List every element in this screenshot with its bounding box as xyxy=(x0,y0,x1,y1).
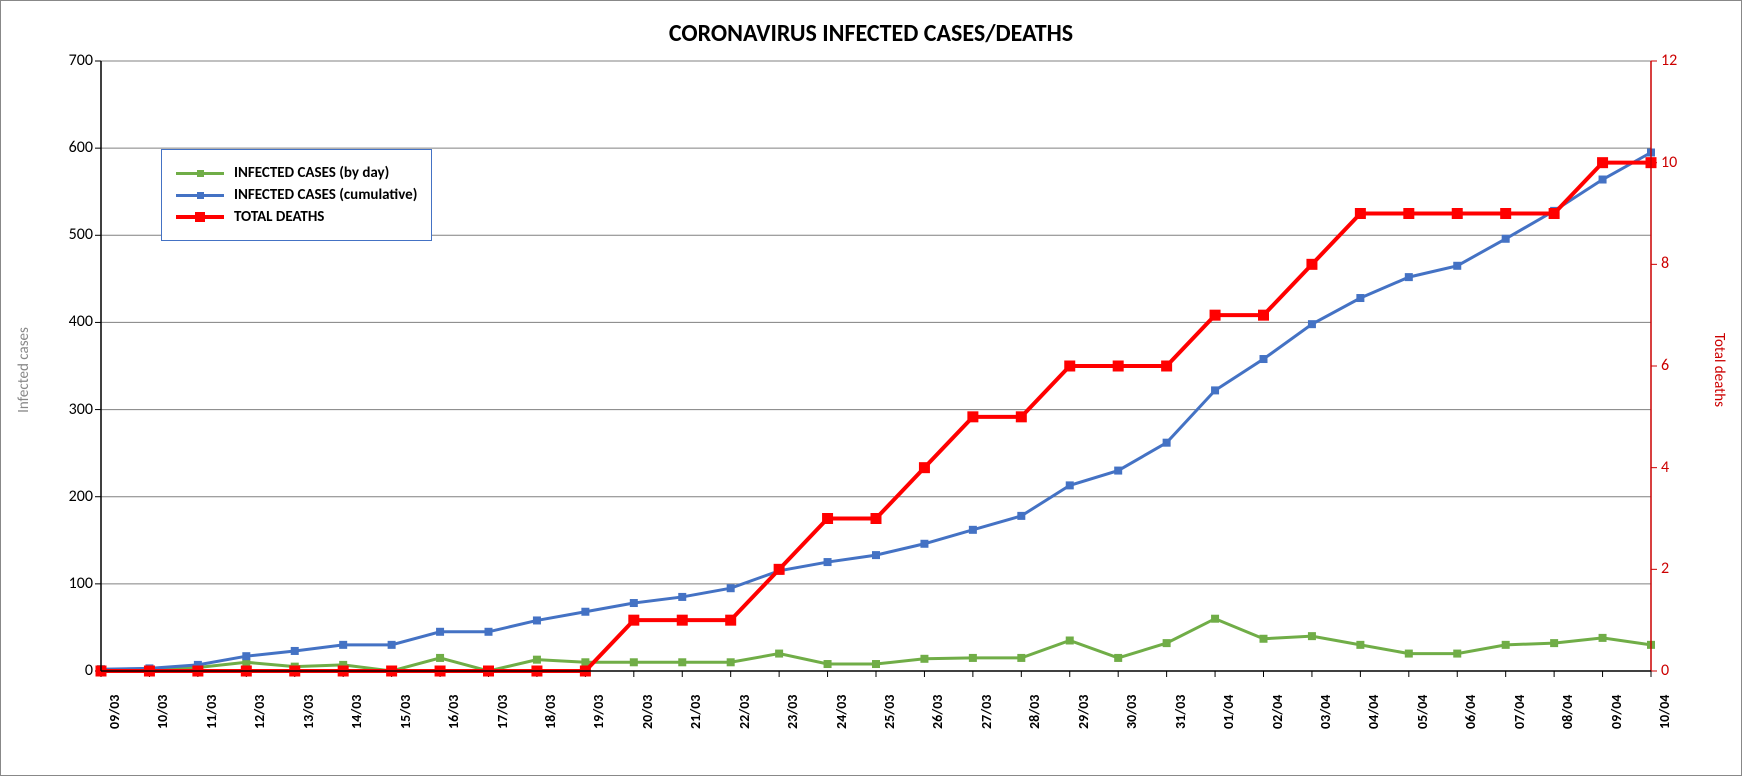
legend: INFECTED CASES (by day) INFECTED CASES (c… xyxy=(161,149,432,241)
x-axis-tick: 16/03 xyxy=(445,695,462,729)
x-axis-tick: 09/03 xyxy=(106,695,123,729)
legend-item: INFECTED CASES (cumulative) xyxy=(176,186,417,204)
right-axis-tick: 10 xyxy=(1661,153,1701,172)
x-axis-tick: 08/04 xyxy=(1559,695,1576,729)
legend-item: INFECTED CASES (by day) xyxy=(176,164,417,182)
x-axis-tick: 19/03 xyxy=(590,695,607,729)
x-axis-tick: 12/03 xyxy=(251,695,268,729)
right-axis-tick: 12 xyxy=(1661,51,1701,70)
x-axis-tick: 05/04 xyxy=(1414,695,1431,729)
x-axis-tick: 15/03 xyxy=(397,695,414,729)
x-axis-tick: 18/03 xyxy=(542,695,559,729)
right-axis-tick: 6 xyxy=(1661,356,1701,375)
x-axis-tick: 04/04 xyxy=(1365,695,1382,729)
x-axis-tick: 09/04 xyxy=(1608,695,1625,729)
x-axis-tick: 10/04 xyxy=(1656,695,1673,729)
right-axis-tick: 4 xyxy=(1661,458,1701,477)
legend-swatch xyxy=(176,188,224,202)
legend-label: INFECTED CASES (cumulative) xyxy=(234,186,417,204)
legend-label: TOTAL DEATHS xyxy=(234,208,324,226)
right-axis-tick: 0 xyxy=(1661,661,1701,680)
x-axis-tick: 11/03 xyxy=(203,695,220,729)
x-axis-tick: 21/03 xyxy=(687,695,704,729)
chart-svg xyxy=(1,1,1742,777)
x-axis-tick: 26/03 xyxy=(929,695,946,729)
x-axis-tick: 27/03 xyxy=(978,695,995,729)
x-axis-tick: 17/03 xyxy=(494,695,511,729)
left-axis-tick: 500 xyxy=(53,225,93,244)
chart-container: CORONAVIRUS INFECTED CASES/DEATHS Infect… xyxy=(0,0,1742,776)
x-axis-tick: 02/04 xyxy=(1269,695,1286,729)
x-axis-tick: 28/03 xyxy=(1026,695,1043,729)
x-axis-tick: 29/03 xyxy=(1075,695,1092,729)
x-axis-tick: 10/03 xyxy=(154,695,171,729)
x-axis-tick: 06/04 xyxy=(1462,695,1479,729)
x-axis-tick: 07/04 xyxy=(1511,695,1528,729)
x-axis-tick: 13/03 xyxy=(300,695,317,729)
legend-swatch xyxy=(176,166,224,180)
right-axis-tick: 8 xyxy=(1661,254,1701,273)
left-axis-label: Infected cases xyxy=(15,327,33,413)
chart-title: CORONAVIRUS INFECTED CASES/DEATHS xyxy=(1,19,1741,48)
left-axis-tick: 200 xyxy=(53,487,93,506)
left-axis-tick: 0 xyxy=(53,661,93,680)
x-axis-tick: 20/03 xyxy=(639,695,656,729)
left-axis-tick: 600 xyxy=(53,138,93,157)
x-axis-tick: 03/04 xyxy=(1317,695,1334,729)
legend-label: INFECTED CASES (by day) xyxy=(234,164,389,182)
x-axis-tick: 01/04 xyxy=(1220,695,1237,729)
x-axis-tick: 24/03 xyxy=(833,695,850,729)
x-axis-tick: 23/03 xyxy=(784,695,801,729)
x-axis-tick: 30/03 xyxy=(1123,695,1140,729)
x-axis-tick: 31/03 xyxy=(1172,695,1189,729)
left-axis-tick: 400 xyxy=(53,312,93,331)
legend-swatch xyxy=(176,210,224,224)
x-axis-tick: 22/03 xyxy=(736,695,753,729)
right-axis-tick: 2 xyxy=(1661,559,1701,578)
legend-item: TOTAL DEATHS xyxy=(176,208,417,226)
x-axis-tick: 14/03 xyxy=(348,695,365,729)
left-axis-tick: 100 xyxy=(53,574,93,593)
left-axis-tick: 300 xyxy=(53,400,93,419)
right-axis-label: Total deaths xyxy=(1710,333,1728,407)
x-axis-tick: 25/03 xyxy=(881,695,898,729)
left-axis-tick: 700 xyxy=(53,51,93,70)
